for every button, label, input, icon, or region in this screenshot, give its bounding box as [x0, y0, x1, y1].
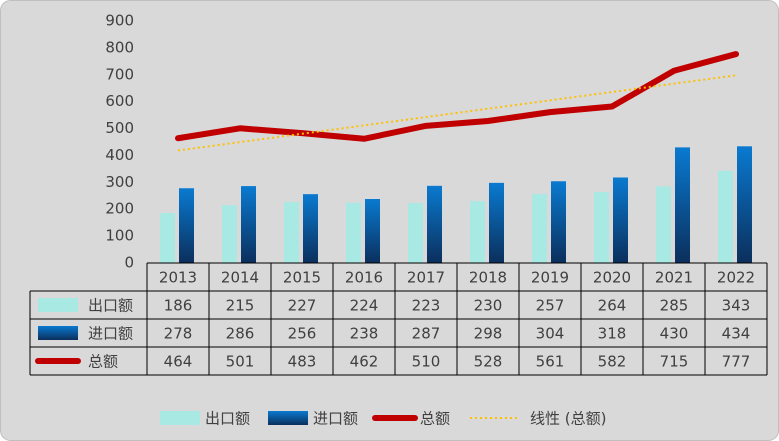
y-tick-label: 200: [105, 200, 134, 218]
table-cell: 343: [722, 297, 751, 315]
x-tick-label: 2014: [221, 269, 259, 287]
x-tick-label: 2018: [469, 269, 507, 287]
bar: [160, 212, 175, 263]
bar: [551, 181, 566, 263]
legend-swatch: [268, 411, 308, 425]
table-cell: 582: [598, 353, 627, 371]
bar: [656, 186, 671, 263]
y-tick-label: 500: [105, 119, 134, 137]
table-cell: 230: [474, 297, 503, 315]
table-cell: 298: [474, 325, 503, 343]
x-tick-label: 2019: [531, 269, 569, 287]
table-cell: 464: [164, 353, 193, 371]
table-cell: 777: [722, 353, 751, 371]
bar: [284, 201, 299, 263]
y-tick-label: 800: [105, 38, 134, 56]
table-cell: 430: [660, 325, 689, 343]
table-cell: 285: [660, 297, 689, 315]
legend-label: 进口额: [313, 410, 358, 428]
bar: [427, 185, 442, 263]
y-tick-label: 900: [105, 12, 134, 30]
bar: [303, 194, 318, 263]
table-cell: 483: [288, 353, 317, 371]
y-tick-label: 100: [105, 227, 134, 245]
x-tick-label: 2017: [407, 269, 445, 287]
table-cell: 501: [226, 353, 255, 371]
bar: [675, 147, 690, 263]
table-row-label: 出口额: [88, 297, 133, 315]
legend-label: 出口额: [205, 410, 250, 428]
bar: [613, 177, 628, 263]
table-cell: 286: [226, 325, 255, 343]
y-tick-label: 600: [105, 92, 134, 110]
bar: [408, 203, 423, 263]
table-cell: 510: [412, 353, 441, 371]
y-tick-label: 700: [105, 65, 134, 83]
table-cell: 238: [350, 325, 379, 343]
table-cell: 223: [412, 297, 441, 315]
legend-swatch: [160, 411, 200, 425]
legend-label: 总额: [420, 410, 450, 428]
table-cell: 462: [350, 353, 379, 371]
bar: [532, 193, 547, 263]
table-cell: 304: [536, 325, 565, 343]
table-row-label: 总额: [88, 353, 118, 371]
y-tick-label: 0: [124, 254, 134, 272]
x-tick-label: 2013: [159, 269, 197, 287]
table-cell: 215: [226, 297, 255, 315]
bar: [365, 199, 380, 263]
table-row-label: 进口额: [88, 325, 133, 343]
legend-label: 线性 (总额): [530, 410, 606, 428]
bar: [241, 186, 256, 263]
bar: [179, 188, 194, 263]
table-cell: 186: [164, 297, 193, 315]
x-tick-label: 2020: [593, 269, 631, 287]
y-tick-label: 300: [105, 173, 134, 191]
table-cell: 257: [536, 297, 565, 315]
table-cell: 434: [722, 325, 751, 343]
bar: [489, 182, 504, 263]
table-cell: 561: [536, 353, 565, 371]
x-tick-label: 2022: [717, 269, 755, 287]
table-cell: 224: [350, 297, 379, 315]
table-cell: 256: [288, 325, 317, 343]
bar: [737, 146, 752, 263]
bar: [718, 170, 733, 263]
table-cell: 715: [660, 353, 689, 371]
table-cell: 318: [598, 325, 627, 343]
x-tick-label: 2021: [655, 269, 693, 287]
bar: [470, 201, 485, 263]
trendline: [177, 74, 737, 152]
table-legend-swatch: [38, 298, 78, 312]
x-tick-label: 2016: [345, 269, 383, 287]
x-tick-label: 2015: [283, 269, 321, 287]
table-cell: 287: [412, 325, 441, 343]
total-line: [175, 51, 739, 142]
table-cell: 227: [288, 297, 317, 315]
y-tick-label: 400: [105, 146, 134, 164]
table-cell: 528: [474, 353, 503, 371]
bar: [346, 202, 361, 263]
table-cell: 264: [598, 297, 627, 315]
table-legend-swatch: [38, 326, 78, 340]
bar: [222, 205, 237, 263]
bar: [594, 192, 609, 263]
table-cell: 278: [164, 325, 193, 343]
